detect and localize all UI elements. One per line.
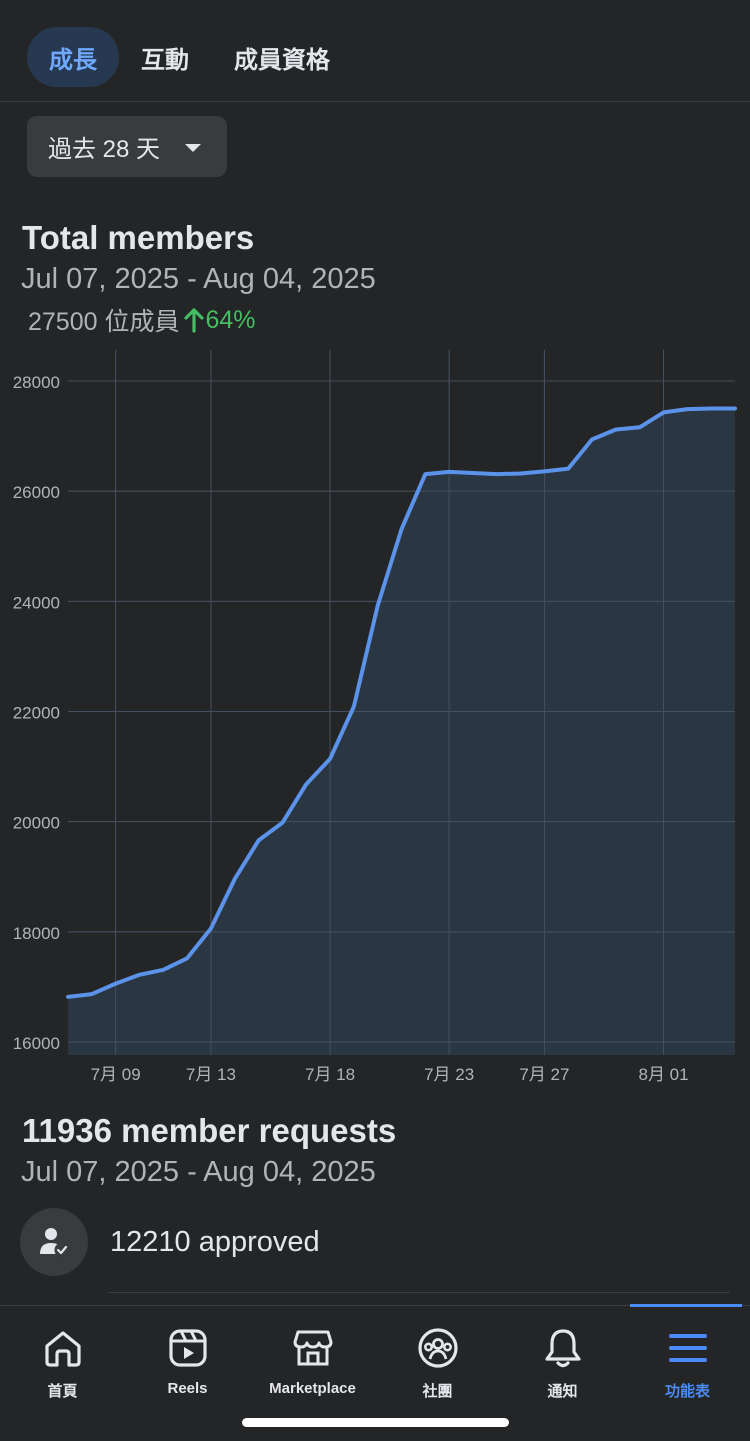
nav-notifications-label: 通知 bbox=[547, 1383, 578, 1400]
y-tick-label: 16000 bbox=[13, 1034, 60, 1053]
nav-reels[interactable]: Reels bbox=[125, 1306, 250, 1406]
approved-count: 12210 approved bbox=[110, 1225, 320, 1258]
tab-engagement[interactable]: 互動 bbox=[141, 46, 189, 74]
home-indicator bbox=[242, 1418, 509, 1427]
home-icon bbox=[44, 1331, 81, 1367]
arrow-up-icon bbox=[184, 308, 205, 333]
tab-growth[interactable]: 成長 bbox=[27, 27, 119, 87]
total-members-title: Total members bbox=[22, 219, 255, 256]
growth-change: 64% bbox=[183, 305, 256, 335]
active-tab-indicator bbox=[630, 1304, 742, 1307]
members-line bbox=[66, 406, 737, 999]
y-tick-label: 28000 bbox=[13, 373, 60, 392]
nav-home-label: 首頁 bbox=[47, 1383, 78, 1400]
nav-menu[interactable]: 功能表 bbox=[625, 1306, 750, 1406]
growth-percent: 64% bbox=[205, 305, 256, 334]
nav-reels-label: Reels bbox=[167, 1380, 208, 1397]
members-chart: 16000 18000 20000 22000 24000 26000 28000 7月 09… bbox=[13, 350, 737, 1084]
tab-membership[interactable]: 成員資格 bbox=[234, 46, 330, 74]
total-members-date-range: Jul 07, 2025 - Aug 04, 2025 bbox=[21, 263, 376, 295]
nav-notifications[interactable]: 通知 bbox=[500, 1306, 625, 1406]
x-tick-label: 7月 27 bbox=[519, 1065, 569, 1084]
marketplace-icon bbox=[293, 1330, 332, 1366]
y-tick-label: 20000 bbox=[13, 814, 60, 833]
reels-icon bbox=[168, 1329, 207, 1367]
member-count: 27500 位成員 bbox=[28, 308, 180, 336]
date-range-dropdown[interactable]: 過去 28 天 bbox=[27, 116, 227, 177]
member-count-line: 27500 位成員 64% bbox=[28, 302, 256, 338]
tab-bar: 成長 互動 成員資格 bbox=[0, 0, 750, 102]
y-tick-label: 26000 bbox=[13, 483, 60, 502]
nav-marketplace[interactable]: Marketplace bbox=[250, 1306, 375, 1406]
person-check-icon bbox=[20, 1208, 88, 1276]
member-requests-title: 11936 member requests bbox=[22, 1112, 397, 1149]
members-area-fill bbox=[68, 408, 735, 1056]
bell-icon bbox=[544, 1329, 581, 1368]
y-tick-label: 22000 bbox=[13, 704, 60, 723]
caret-down-icon bbox=[185, 144, 201, 152]
nav-groups-label: 社團 bbox=[422, 1383, 453, 1400]
x-tick-label: 7月 13 bbox=[186, 1065, 236, 1084]
y-tick-label: 18000 bbox=[13, 924, 60, 943]
date-range-label: 過去 28 天 bbox=[48, 136, 161, 163]
approved-row[interactable]: 12210 approved bbox=[20, 1208, 320, 1276]
x-tick-label: 8月 01 bbox=[638, 1065, 688, 1084]
x-tick-label: 7月 23 bbox=[424, 1065, 474, 1084]
nav-home[interactable]: 首頁 bbox=[0, 1306, 125, 1406]
nav-marketplace-label: Marketplace bbox=[269, 1380, 356, 1397]
x-tick-label: 7月 09 bbox=[91, 1065, 141, 1084]
nav-menu-label: 功能表 bbox=[664, 1383, 710, 1400]
menu-icon bbox=[668, 1334, 707, 1362]
divider bbox=[108, 1292, 730, 1293]
x-tick-label: 7月 18 bbox=[305, 1065, 355, 1084]
y-tick-label: 24000 bbox=[13, 593, 60, 612]
member-requests-date-range: Jul 07, 2025 - Aug 04, 2025 bbox=[21, 1156, 376, 1188]
groups-icon bbox=[417, 1328, 458, 1368]
nav-groups[interactable]: 社團 bbox=[375, 1306, 500, 1406]
